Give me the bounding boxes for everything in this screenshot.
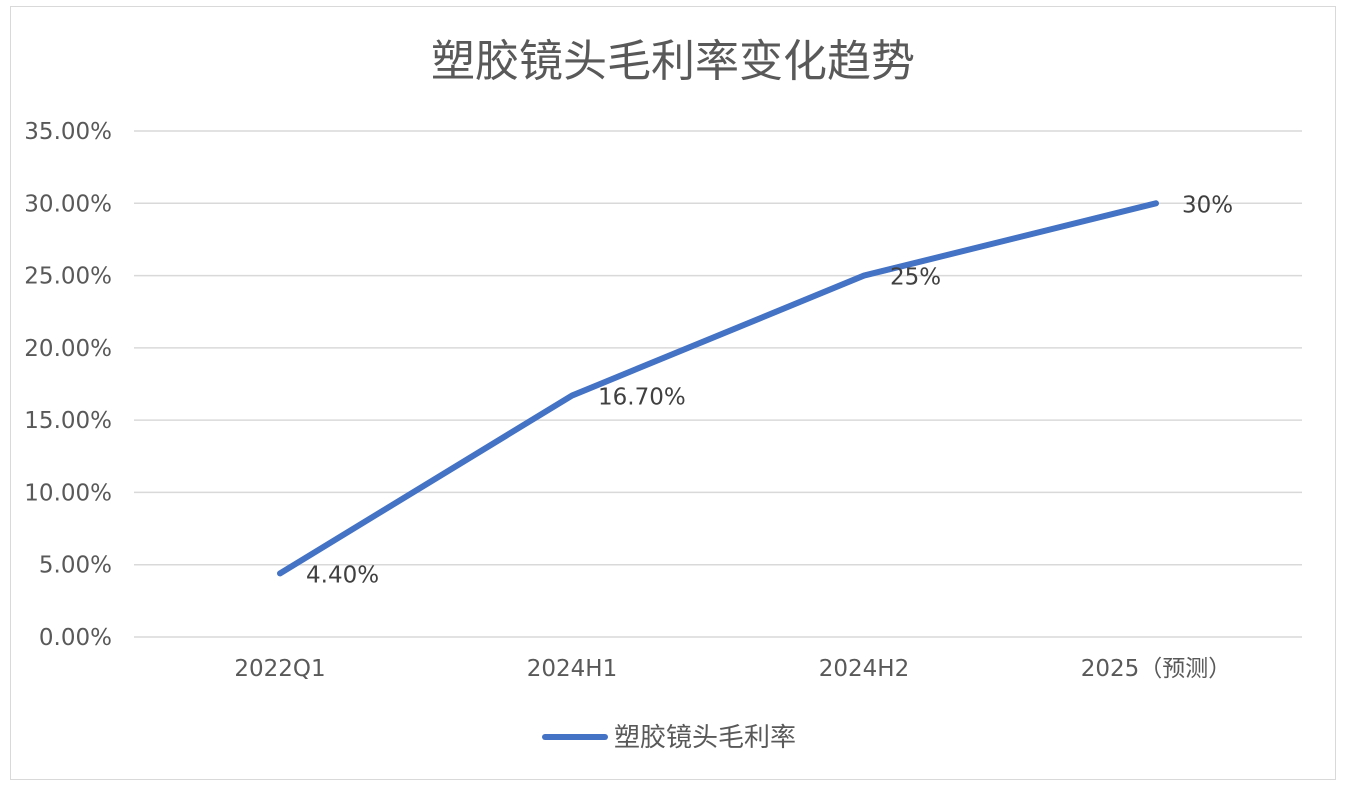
legend-label: 塑胶镜头毛利率 <box>614 723 796 753</box>
data-label: 4.40% <box>306 562 379 588</box>
y-tick-label: 5.00% <box>39 553 112 579</box>
data-label: 16.70% <box>598 385 686 411</box>
y-tick-label: 15.00% <box>24 408 112 434</box>
data-label-layer: 4.40% 16.70% 25% 30% <box>306 192 1233 588</box>
x-tick-label: 2025（预测） <box>1081 656 1232 682</box>
chart-frame <box>10 6 1336 780</box>
y-tick-label: 30.00% <box>24 191 112 217</box>
x-axis-ticks: 2022Q1 2024H1 2024H2 2025（预测） <box>234 656 1231 682</box>
y-tick-label: 25.00% <box>24 264 112 290</box>
legend[interactable]: 塑胶镜头毛利率 <box>542 723 796 753</box>
y-tick-label: 0.00% <box>39 625 112 651</box>
x-tick-label: 2022Q1 <box>234 656 325 682</box>
data-label: 30% <box>1182 192 1233 218</box>
grid-layer <box>134 130 1302 638</box>
y-axis-ticks: 0.00% 5.00% 10.00% 15.00% 20.00% 25.00% 30.00%… <box>24 119 112 651</box>
y-tick-label: 20.00% <box>24 336 112 362</box>
chart-title: 塑胶镜头毛利率变化趋势 <box>431 36 915 87</box>
x-tick-label: 2024H1 <box>527 656 617 682</box>
x-tick-label: 2024H2 <box>819 656 909 682</box>
series-line[interactable] <box>277 200 1159 577</box>
data-label: 25% <box>890 265 941 291</box>
series-layer <box>277 200 1159 577</box>
y-tick-label: 35.00% <box>24 119 112 145</box>
y-tick-label: 10.00% <box>24 480 112 506</box>
